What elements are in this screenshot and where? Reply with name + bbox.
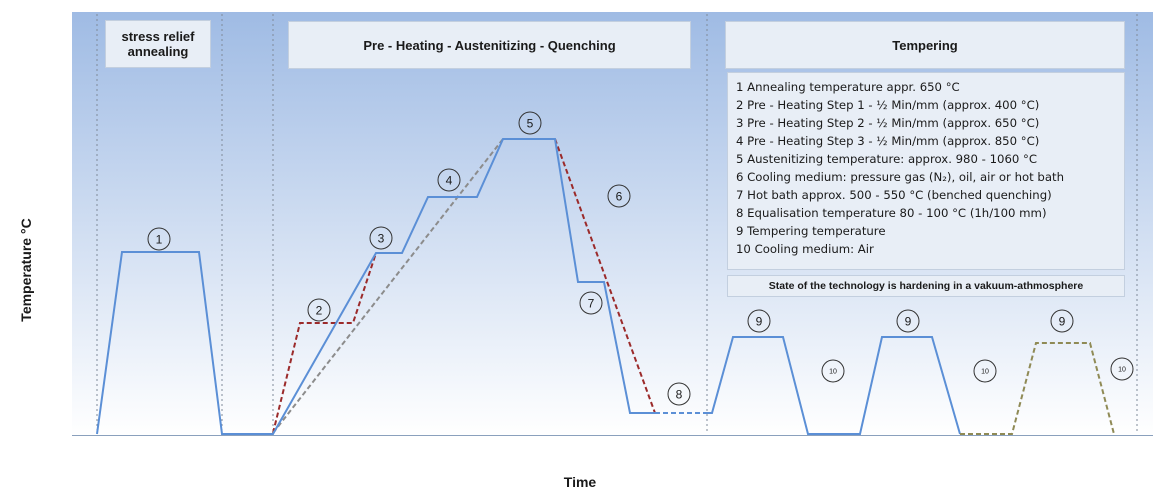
marker-1-label: 1 <box>156 233 163 247</box>
legend-item-4: 4 Pre - Heating Step 3 - ½ Min/mm (appro… <box>736 134 1040 149</box>
phase-separators <box>96 14 1138 434</box>
direct-heat-dashed-grey <box>272 138 504 434</box>
quench-dashed-red <box>554 138 656 414</box>
marker-9a-label: 9 <box>756 315 763 329</box>
legend-item-10: 10 Cooling medium: Air <box>736 242 874 257</box>
marker-1: 1 <box>147 227 171 251</box>
marker-5-label: 5 <box>527 117 534 131</box>
legend-item-5: 5 Austenitizing temperature: approx. 980… <box>736 152 1038 167</box>
marker-10b-label: 10 <box>981 369 989 376</box>
marker-8: 8 <box>667 382 691 406</box>
marker-7-label: 7 <box>588 297 595 311</box>
legend-item-3: 3 Pre - Heating Step 2 - ½ Min/mm (appro… <box>736 116 1040 131</box>
legend-box: 1 Annealing temperature appr. 650 °C 2 P… <box>727 72 1125 270</box>
legend-item-1: 1 Annealing temperature appr. 650 °C <box>736 80 960 94</box>
marker-3: 3 <box>369 226 393 250</box>
marker-2: 2 <box>307 298 331 322</box>
legend-item-2: 2 Pre - Heating Step 1 - ½ Min/mm (appro… <box>736 98 1040 113</box>
header-tempering: Tempering <box>725 21 1125 69</box>
marker-4-label: 4 <box>446 174 453 188</box>
marker-7: 7 <box>579 291 603 315</box>
marker-6: 6 <box>607 184 631 208</box>
legend-item-7: 7 Hot bath approx. 500 - 550 °C (benched… <box>736 188 1052 203</box>
marker-9c-label: 9 <box>1059 315 1066 329</box>
marker-6-label: 6 <box>616 190 623 204</box>
marker-3-label: 3 <box>378 232 385 246</box>
legend-item-9: 9 Tempering temperature <box>736 224 886 239</box>
tempering-dashed-olive <box>960 342 1115 435</box>
marker-2-label: 2 <box>316 304 323 318</box>
marker-9a: 9 <box>747 309 771 333</box>
header-stress-relief: stress relief annealing <box>105 20 211 68</box>
y-axis-label: Temperature °C <box>18 218 34 322</box>
temperature-curve <box>96 138 655 435</box>
marker-10c: 10 <box>1110 357 1134 381</box>
legend-item-6: 6 Cooling medium: pressure gas (N₂), oil… <box>736 170 1064 185</box>
marker-4: 4 <box>437 168 461 192</box>
tempering-curve <box>707 336 961 435</box>
marker-9b: 9 <box>896 309 920 333</box>
marker-10c-label: 10 <box>1118 367 1126 374</box>
x-axis-label: Time <box>563 474 597 490</box>
header-preheating: Pre - Heating - Austenitizing - Quenchin… <box>288 21 691 69</box>
marker-8-label: 8 <box>676 388 683 402</box>
legend-item-8: 8 Equalisation temperature 80 - 100 °C (… <box>736 206 1047 221</box>
marker-10a: 10 <box>821 359 845 383</box>
marker-10b: 10 <box>973 359 997 383</box>
preheat-dashed-red <box>272 252 377 434</box>
marker-9c: 9 <box>1050 309 1074 333</box>
step-markers: 1 2 3 4 5 6 7 8 9 9 9 10 10 10 <box>147 111 1134 406</box>
technology-note: State of the technology is hardening in … <box>727 275 1125 297</box>
marker-9b-label: 9 <box>905 315 912 329</box>
marker-10a-label: 10 <box>829 369 837 376</box>
marker-5: 5 <box>518 111 542 135</box>
